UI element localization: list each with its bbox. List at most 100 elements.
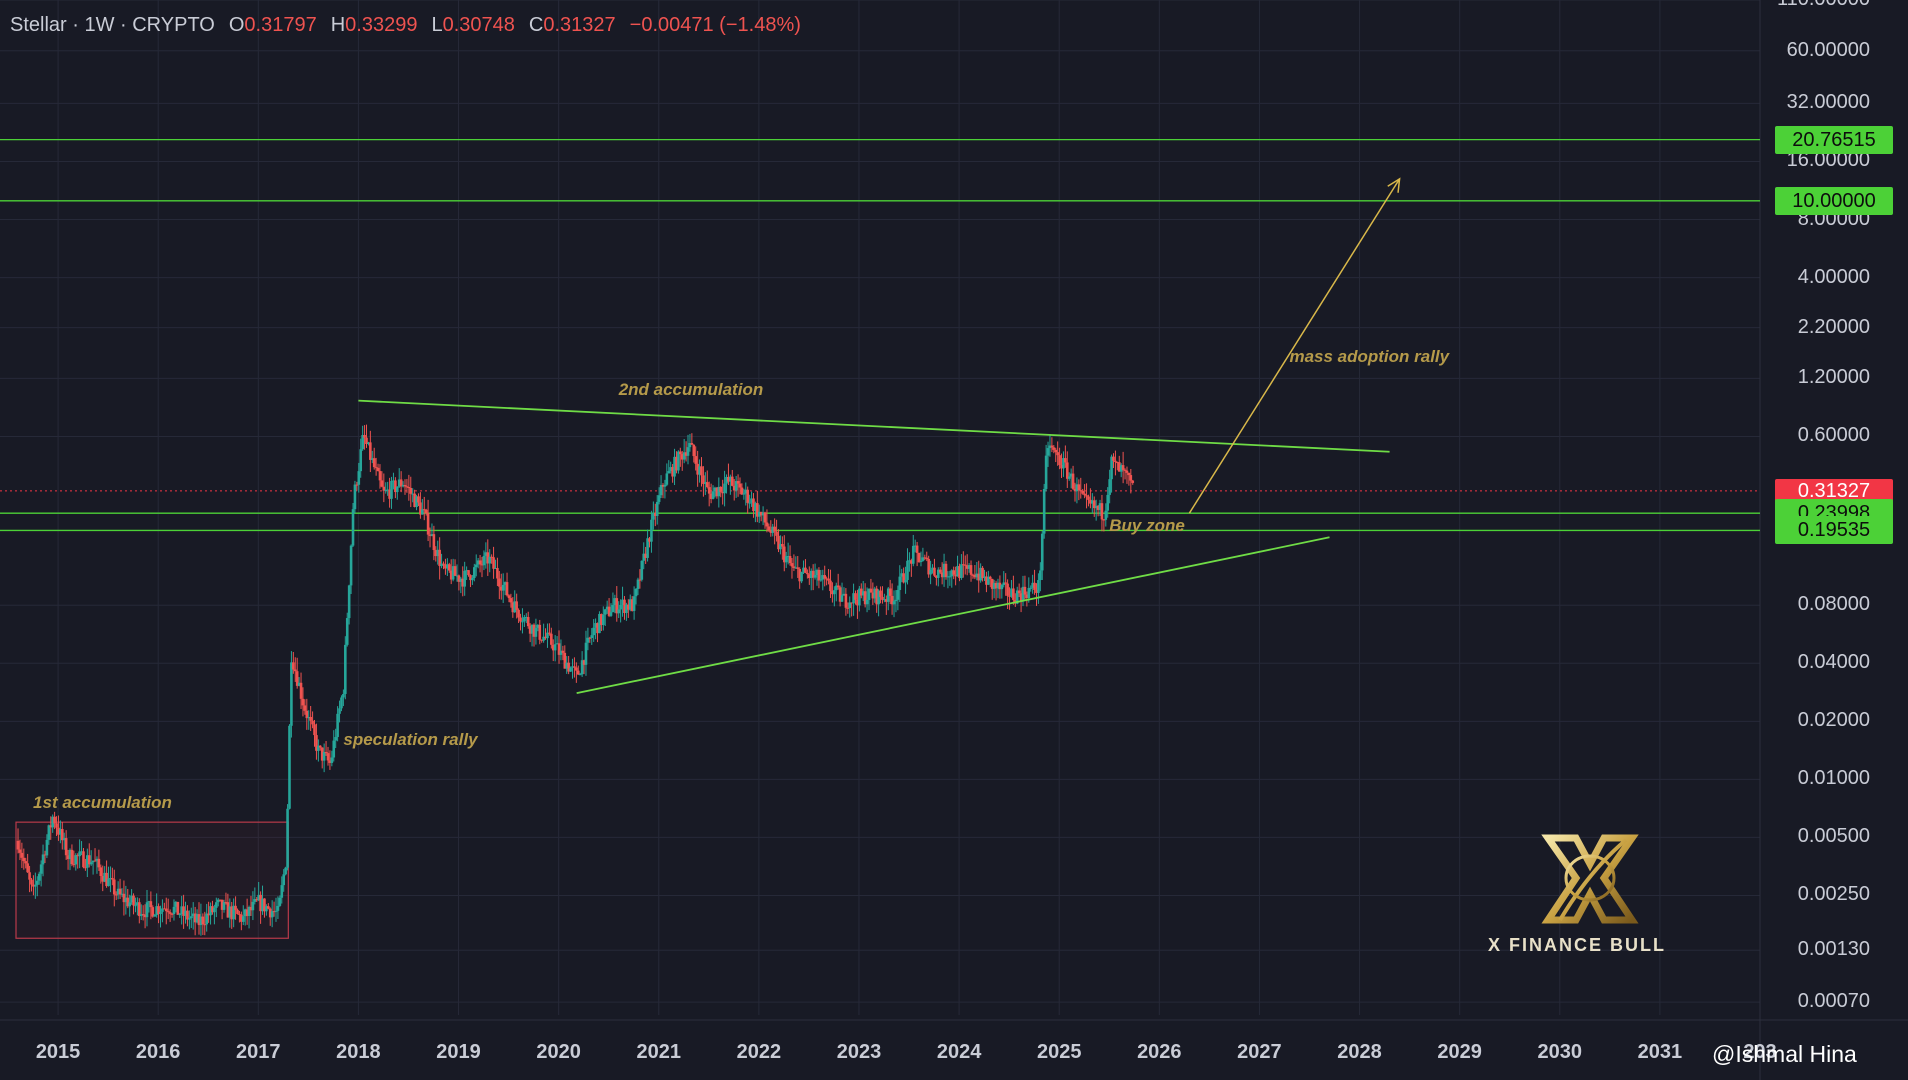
candle-body: [917, 552, 921, 563]
candle-body: [1027, 587, 1031, 598]
candle-body: [59, 828, 62, 835]
candle-body: [74, 855, 78, 865]
candle-body: [538, 624, 542, 640]
candle-body: [746, 489, 749, 503]
candle-body: [617, 609, 621, 614]
candle-body: [446, 564, 449, 569]
candle-body: [1112, 456, 1115, 461]
candle-body: [76, 855, 80, 857]
candle-body: [700, 466, 703, 476]
candle-body: [1129, 475, 1133, 481]
candle-body: [480, 564, 484, 566]
candle-body: [1019, 593, 1023, 601]
candle-body: [551, 644, 555, 651]
candle-body: [983, 576, 986, 579]
candle-body: [1040, 533, 1044, 571]
candle-body: [669, 467, 672, 472]
candle-body: [1100, 503, 1104, 520]
price-tick-label: 16.00000: [1786, 149, 1870, 172]
candle-body: [338, 708, 341, 714]
candle-body: [397, 479, 401, 487]
candle-body: [318, 745, 322, 748]
candle-body: [515, 601, 518, 610]
candle-body: [245, 909, 249, 916]
candle-body: [877, 590, 880, 605]
candle-body: [519, 617, 522, 622]
candle-body: [634, 588, 638, 597]
candle-body: [659, 484, 663, 496]
candle-body: [590, 635, 594, 638]
candle-body: [191, 913, 195, 917]
candle-body: [268, 908, 272, 918]
candle-body: [257, 894, 260, 901]
candle-body: [553, 644, 557, 651]
price-tick-label: 0.08000: [1797, 593, 1870, 616]
candle-body: [873, 588, 877, 599]
candle-body: [679, 451, 682, 455]
candle-body: [757, 511, 761, 517]
candle-body: [707, 487, 711, 494]
candle-body: [20, 852, 24, 858]
symbol-title[interactable]: Stellar · 1W · CRYPTO: [10, 14, 215, 36]
chart-annotation: 2nd accumulation: [618, 379, 764, 399]
candle-body: [888, 588, 892, 596]
candle-body: [869, 588, 873, 593]
candle-body: [369, 442, 372, 460]
candle-body: [355, 484, 359, 486]
candle-body: [738, 483, 742, 488]
candle-body: [911, 545, 915, 564]
candle-body: [384, 489, 388, 491]
candle-body: [603, 609, 607, 615]
candle-body: [97, 858, 101, 868]
candle-body: [288, 725, 291, 809]
candle-body: [426, 513, 430, 535]
candle-body: [136, 902, 139, 906]
candle-body: [118, 888, 122, 895]
candle-body: [1029, 587, 1033, 589]
candle-body: [965, 565, 969, 569]
candle-body: [825, 578, 828, 580]
candle-body: [804, 567, 807, 573]
candle-body: [153, 915, 157, 917]
price-badge: 0.19535: [1775, 516, 1893, 545]
candle-body: [881, 596, 884, 600]
candle-body: [345, 618, 349, 645]
candle-body: [796, 567, 800, 569]
candle-body: [465, 570, 468, 572]
candle-body: [646, 538, 649, 558]
candle-body: [740, 487, 744, 495]
candle-body: [1116, 462, 1119, 464]
candle-body: [324, 751, 328, 754]
candle-body: [1037, 580, 1040, 593]
time-tick-label: 2021: [636, 1041, 681, 1063]
candle-body: [419, 502, 422, 515]
candle-body: [752, 498, 755, 512]
candle-body: [576, 670, 580, 675]
candle-body: [715, 487, 719, 497]
candle-body: [936, 569, 940, 578]
candle-body: [713, 487, 717, 492]
candle-body: [224, 902, 228, 904]
candle-body: [315, 735, 318, 751]
candle-body: [657, 495, 661, 502]
projection-arrow-line: [1188, 178, 1401, 514]
candle-body: [1050, 445, 1054, 448]
candle-body: [977, 573, 981, 581]
candle-body: [203, 924, 207, 926]
candle-body: [474, 564, 478, 568]
candle-body: [548, 632, 551, 634]
candle-body: [278, 897, 282, 906]
price-tick-label: 1.20000: [1797, 366, 1870, 389]
candle-body: [736, 481, 740, 484]
candle-body: [43, 854, 47, 856]
candle-body: [1087, 496, 1090, 500]
candle-body: [403, 485, 407, 487]
candle-body: [274, 910, 278, 912]
candle-body: [521, 621, 524, 623]
candle-body: [195, 914, 199, 923]
candle-body: [987, 576, 990, 585]
candle-body: [390, 481, 393, 499]
time-tick-label: 2017: [236, 1041, 281, 1063]
candle-body: [792, 566, 796, 569]
